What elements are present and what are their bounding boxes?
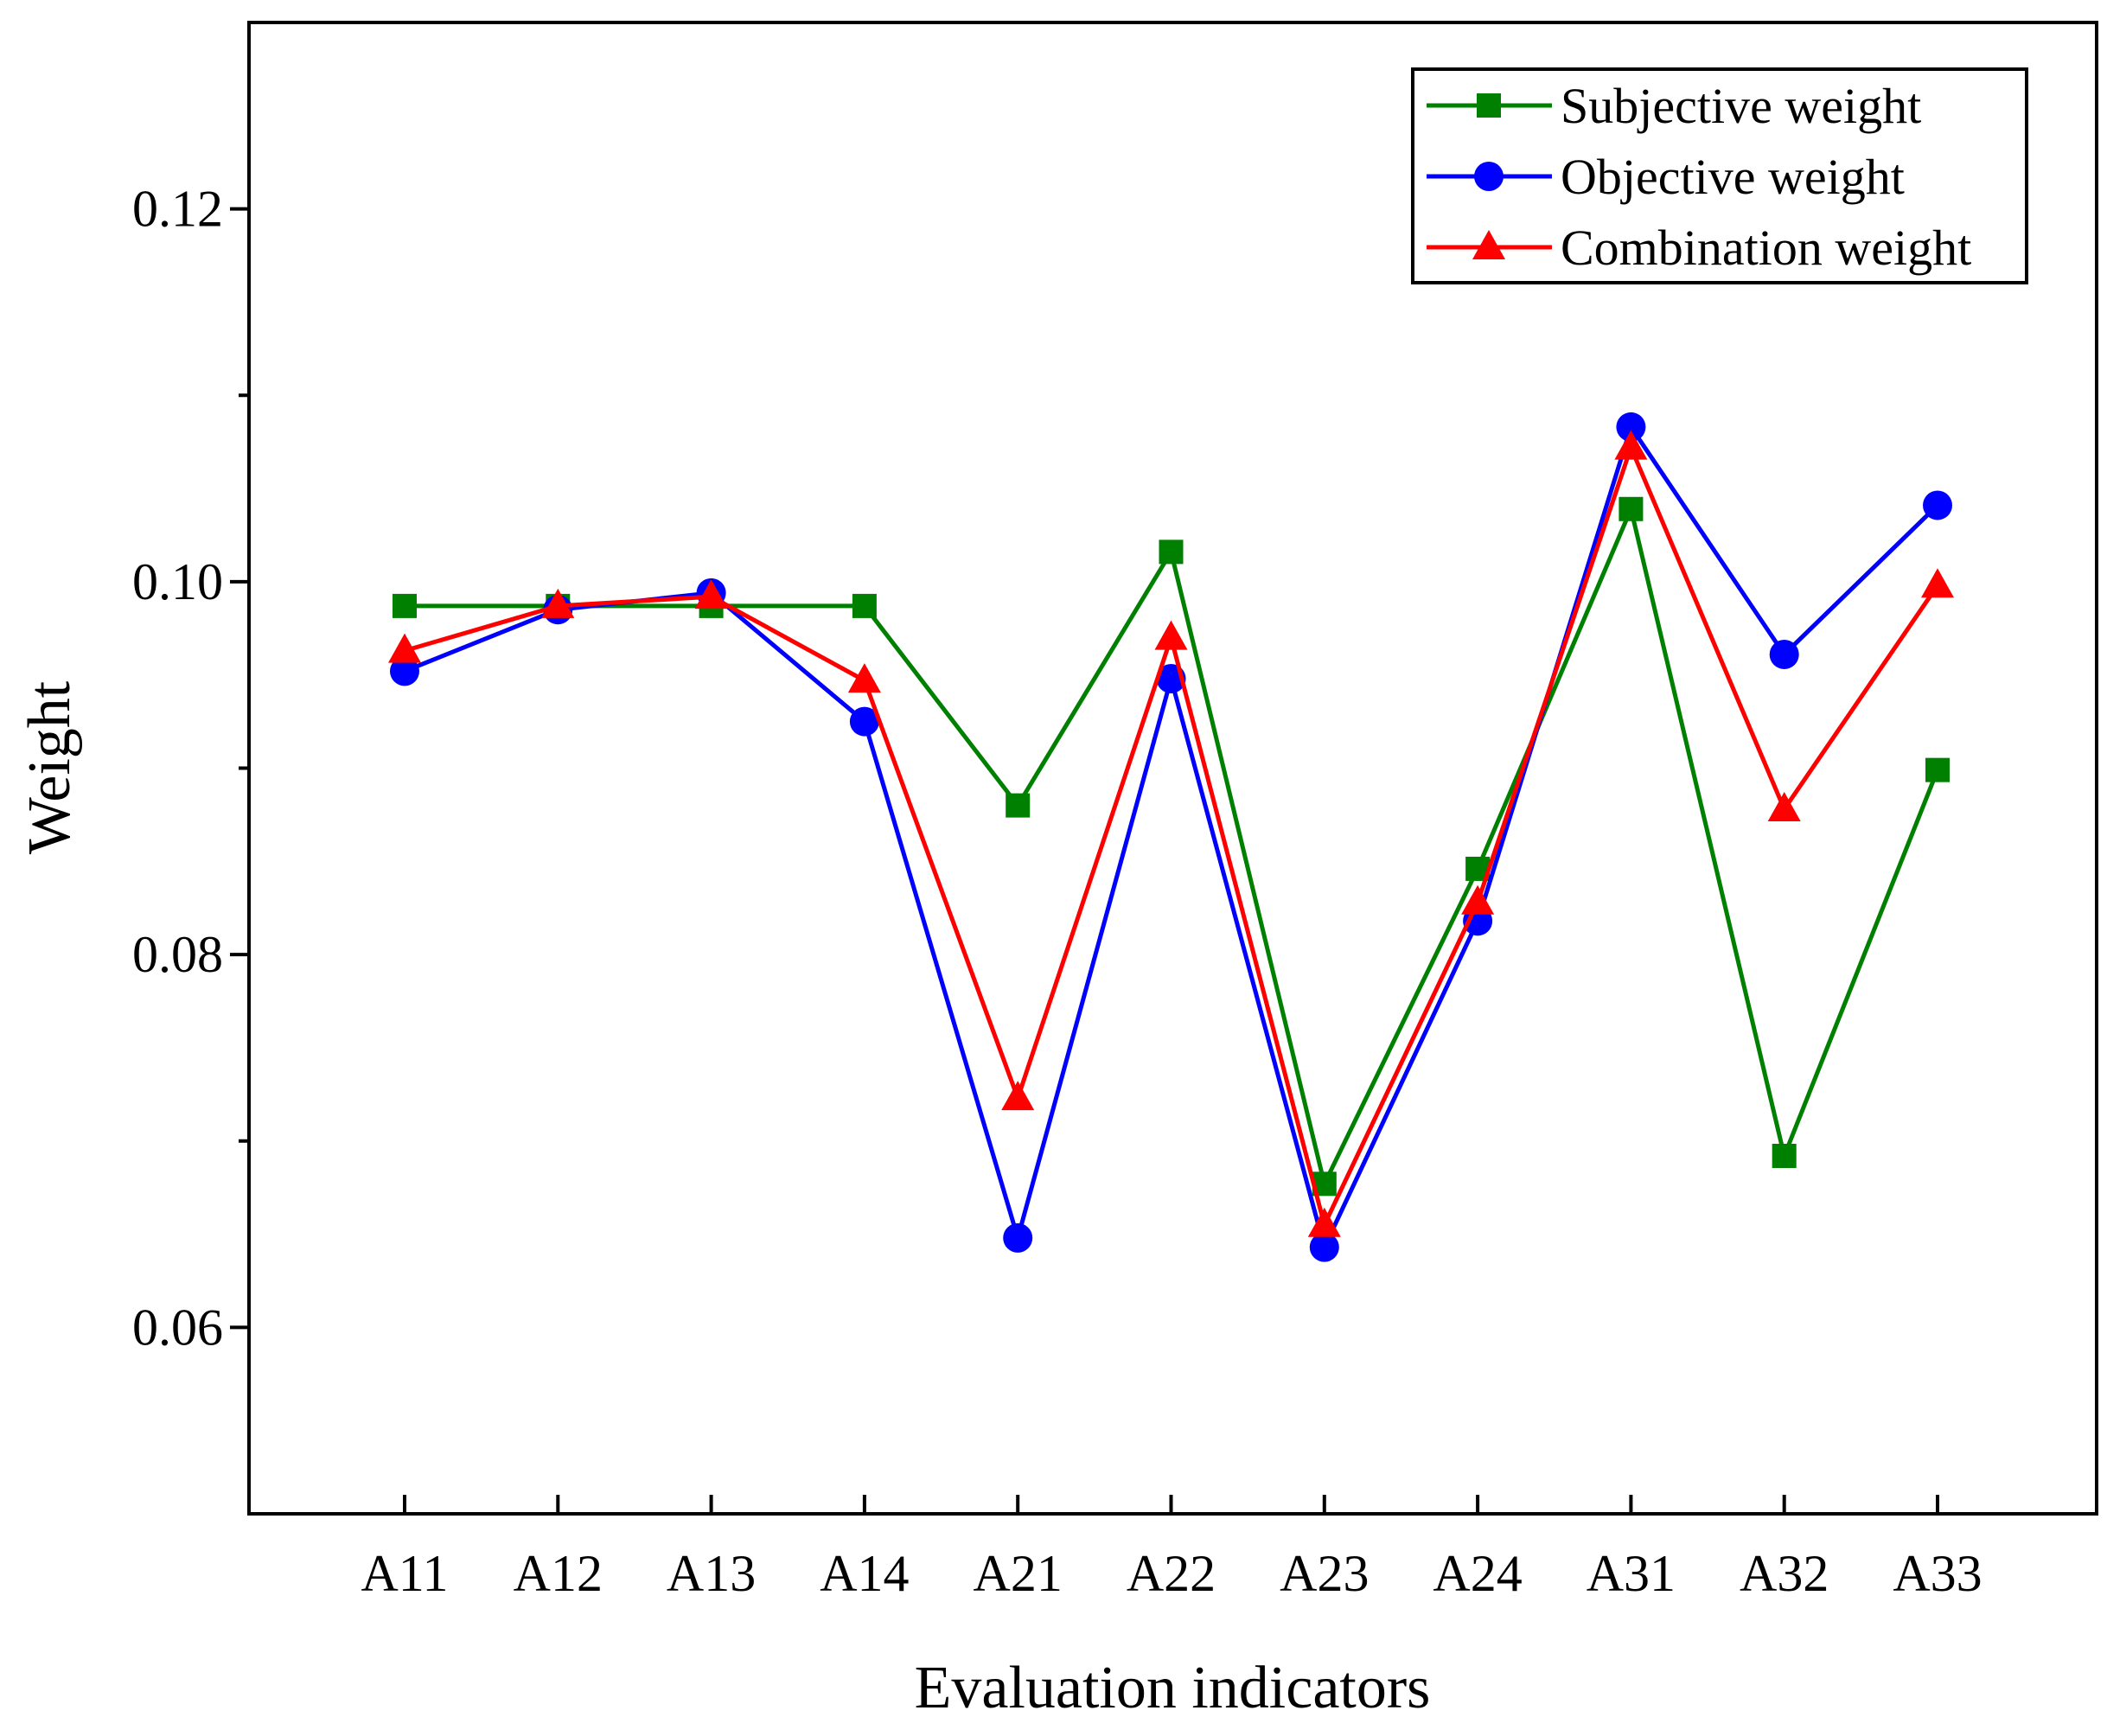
legend-label: Subjective weight <box>1561 78 1921 134</box>
data-point <box>1619 496 1644 521</box>
y-axis: 0.06 0.08 0.10 0.12 <box>132 181 249 1356</box>
data-point <box>1006 793 1031 818</box>
x-tick-label: A23 <box>1280 1545 1369 1602</box>
series-combination-weight <box>388 430 1954 1237</box>
x-tick-label: A14 <box>820 1545 909 1602</box>
data-point <box>1154 620 1188 650</box>
data-point <box>1614 430 1648 460</box>
data-point <box>694 579 728 610</box>
series-layer <box>388 412 1954 1262</box>
data-point <box>1309 1232 1339 1262</box>
data-point <box>847 663 881 693</box>
legend-item: Objective weight <box>1427 149 1905 205</box>
x-tick-label: A11 <box>361 1545 448 1602</box>
x-axis: A11 A12 A13 A14 A21 A22 A23 A24 A31 A32 A33 <box>361 1495 1982 1602</box>
legend-marker <box>1474 162 1504 191</box>
data-point <box>1769 639 1799 669</box>
data-point <box>1923 490 1952 520</box>
data-point <box>1921 568 1954 598</box>
data-point <box>1461 884 1495 915</box>
data-point <box>849 706 879 737</box>
x-tick-label: A31 <box>1587 1545 1676 1602</box>
data-point <box>1925 757 1950 782</box>
x-tick-label: A22 <box>1127 1545 1216 1602</box>
x-tick-label: A32 <box>1740 1545 1829 1602</box>
x-axis-title: Evaluation indicators <box>915 1655 1431 1721</box>
data-point <box>1767 791 1801 821</box>
data-point <box>1616 412 1646 442</box>
data-point <box>1159 539 1184 565</box>
data-point <box>1003 1222 1033 1253</box>
y-tick-label: 0.08 <box>132 926 223 983</box>
data-point <box>1772 1144 1797 1168</box>
legend-label: Combination weight <box>1561 220 1971 276</box>
y-tick-label: 0.06 <box>132 1299 223 1356</box>
data-point <box>388 633 421 663</box>
y-tick-label: 0.12 <box>132 181 223 238</box>
data-point <box>390 656 419 686</box>
data-point <box>1307 1207 1341 1237</box>
x-tick-label: A33 <box>1893 1545 1982 1602</box>
legend-label: Objective weight <box>1561 149 1905 205</box>
legend-item: Subjective weight <box>1427 78 1921 134</box>
x-tick-label: A13 <box>667 1545 756 1602</box>
series-objective-weight <box>390 412 1952 1262</box>
y-tick-label: 0.10 <box>132 553 223 610</box>
legend: Subjective weight Objective weight Combina… <box>1411 67 2028 284</box>
y-axis-title: Weight <box>16 680 83 854</box>
data-point <box>393 593 417 618</box>
data-point <box>852 593 877 618</box>
data-point <box>1001 1081 1035 1111</box>
legend-item: Combination weight <box>1427 220 1971 276</box>
data-point <box>541 588 575 618</box>
legend-marker <box>1477 93 1501 118</box>
legend-marker <box>1472 230 1505 259</box>
series-line <box>405 501 1940 1190</box>
x-tick-label: A12 <box>514 1545 603 1602</box>
x-tick-label: A24 <box>1433 1545 1522 1602</box>
x-tick-label: A21 <box>974 1545 1063 1602</box>
